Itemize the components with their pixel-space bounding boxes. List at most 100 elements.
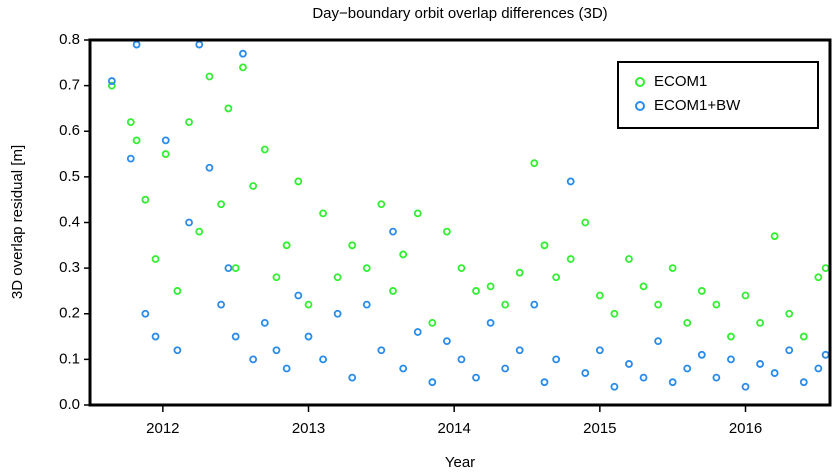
y-tick-label: 0.5 [59, 168, 80, 185]
scatter-point [712, 373, 721, 382]
scatter-point [625, 360, 633, 368]
scatter-point [224, 264, 233, 273]
scatter-point [821, 264, 830, 273]
plot-marks [107, 40, 830, 391]
y-tick-label: 0.6 [59, 122, 80, 139]
y-tick-label: 0.7 [59, 77, 80, 94]
scatter-point [217, 200, 226, 209]
scatter-point [224, 104, 233, 113]
scatter-point [683, 318, 692, 327]
scatter-point [486, 282, 495, 291]
scatter-point [821, 350, 830, 359]
scatter-point [581, 218, 590, 227]
scatter-point [319, 355, 327, 364]
scatter-point [501, 364, 510, 373]
scatter-point [231, 264, 240, 273]
scatter-point [132, 40, 141, 49]
scatter-point [126, 118, 135, 127]
scatter-point [515, 346, 524, 355]
scatter-point [581, 369, 590, 377]
scatter-point [428, 378, 437, 387]
x-tick-label: 2015 [583, 420, 616, 437]
y-tick-label: 0.8 [59, 31, 80, 48]
scatter-point [282, 241, 291, 250]
scatter-point [249, 182, 258, 190]
scatter-point [770, 232, 779, 241]
scatter-point [727, 355, 735, 364]
scatter-point [610, 382, 619, 391]
y-tick-label: 0.4 [59, 213, 80, 230]
scatter-point [552, 355, 561, 364]
scatter-point [785, 346, 794, 355]
scatter-point [362, 300, 371, 309]
scatter-point [126, 154, 135, 163]
x-tick-label: 2014 [437, 420, 470, 437]
scatter-point [151, 332, 160, 341]
scatter-point [185, 118, 193, 127]
scatter-point [540, 241, 549, 250]
scatter-point [319, 209, 327, 218]
y-axis-label: 3D overlap residual [m] [9, 145, 26, 299]
scatter-point [639, 282, 648, 291]
scatter-point [552, 273, 561, 282]
scatter-point [348, 373, 357, 382]
scatter-point [377, 200, 386, 209]
scatter-point [486, 318, 495, 327]
scatter-point [457, 264, 466, 273]
scatter-point [814, 364, 823, 373]
y-tick-label: 0.1 [59, 350, 80, 367]
scatter-point [428, 318, 437, 327]
scatter-point [625, 255, 633, 263]
scatter-point [799, 332, 808, 341]
scatter-point [272, 346, 281, 355]
scatter-point [260, 145, 269, 154]
scatter-point [272, 273, 281, 282]
scatter-point [756, 318, 764, 327]
scatter-point [610, 309, 619, 318]
scatter-point [239, 49, 247, 58]
scatter-point [515, 268, 524, 277]
scatter-point [770, 369, 779, 377]
legend-marker [635, 77, 645, 87]
scatter-point [282, 364, 291, 373]
scatter-point [141, 309, 150, 318]
scatter-point [205, 72, 214, 81]
scatter-point [756, 360, 764, 368]
scatter-point [399, 364, 408, 373]
y-tick-label: 0.2 [59, 305, 80, 322]
scatter-point [333, 273, 342, 282]
scatter-point [530, 159, 539, 168]
scatter-point [249, 355, 258, 364]
scatter-point [654, 300, 663, 309]
scatter-point [799, 378, 808, 387]
scatter-point [294, 291, 303, 300]
scatter-point [348, 241, 357, 250]
y-tick-label: 0.3 [59, 259, 80, 276]
scatter-point [442, 337, 451, 346]
scatter-point [389, 287, 397, 295]
scatter-point [107, 77, 116, 85]
scatter-point [712, 300, 721, 309]
legend-marker [635, 101, 645, 111]
scatter-point [668, 264, 677, 273]
scatter-point [741, 291, 750, 300]
scatter-point [683, 364, 692, 373]
scatter-point [132, 136, 141, 145]
scatter-point [161, 136, 170, 145]
scatter-point [654, 337, 663, 346]
scatter-point [195, 40, 204, 49]
scatter-point [205, 163, 214, 172]
scatter-point [260, 318, 269, 327]
scatter-point [107, 81, 116, 90]
x-tick-label: 2012 [146, 420, 179, 437]
scatter-point [195, 227, 204, 236]
x-tick-label: 2013 [292, 420, 325, 437]
x-tick-label: 2016 [729, 420, 762, 437]
scatter-point [294, 177, 303, 186]
scatter-point [377, 346, 386, 355]
scatter-point [697, 350, 706, 359]
scatter-point [540, 378, 549, 387]
legend-box [617, 61, 819, 129]
scatter-point [399, 250, 408, 259]
